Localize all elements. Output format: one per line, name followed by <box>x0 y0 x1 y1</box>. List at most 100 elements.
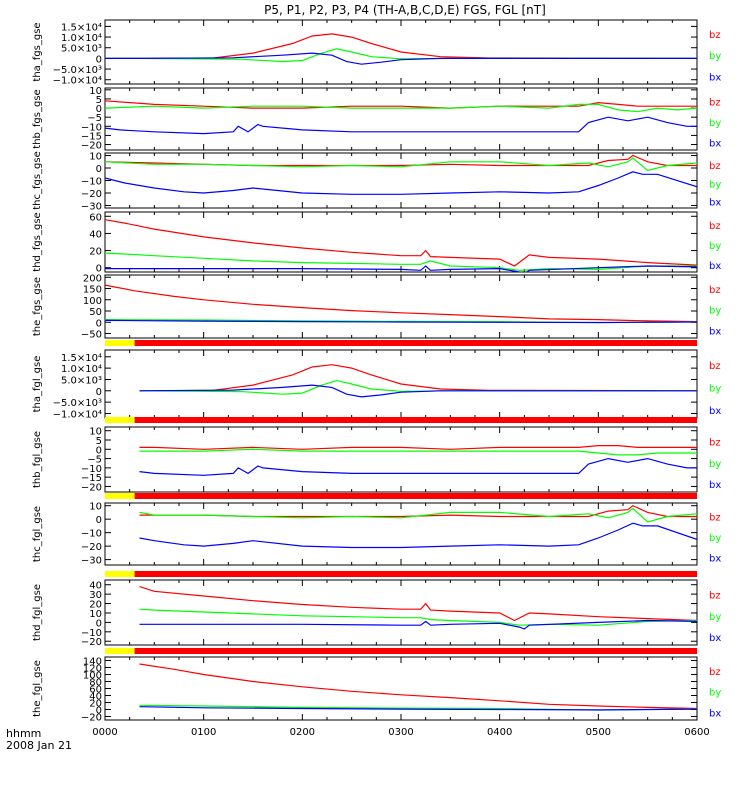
series-line-by <box>139 608 697 626</box>
y-tick-label: 10 <box>89 152 102 163</box>
y-tick-label: 40 <box>89 581 102 592</box>
y-tick-label: −20 <box>81 189 102 200</box>
y-tick-label: 50 <box>89 307 102 318</box>
series-line-bz <box>105 33 697 60</box>
y-tick-label: −20 <box>81 141 102 152</box>
legend-by: by <box>709 179 721 190</box>
series-line-bx <box>139 619 697 630</box>
y-tick-label: 10 <box>89 86 102 97</box>
y-tick-label: 40 <box>89 692 102 703</box>
y-tick-label: −50 <box>81 330 102 341</box>
legend-by: by <box>709 459 721 470</box>
legend-bx: bx <box>709 197 721 208</box>
y-tick-label: −15 <box>81 473 102 484</box>
x-tick-label: 0000 <box>92 727 117 738</box>
y-axis-label: the_fgs_gse <box>32 277 43 336</box>
legend-by: by <box>709 688 721 699</box>
y-tick-label: 20 <box>89 247 102 258</box>
y-axis-label: thb_fgs_gse <box>32 89 43 148</box>
legend-by: by <box>709 612 721 623</box>
y-tick-label: 1.0×10⁴ <box>61 364 102 375</box>
panel-frame <box>104 426 698 493</box>
panel-thc_fgs_gse: 100 −10−20 −30 thc_fgs_gse bz by bx <box>32 151 721 212</box>
y-tick-label: −5 <box>87 113 102 124</box>
series-line-bx <box>139 457 697 476</box>
series-line-bx <box>139 706 697 711</box>
x-tick-label: 0400 <box>487 727 512 738</box>
y-tick-label: 40 <box>89 229 102 240</box>
mode-bar-red <box>134 340 698 346</box>
legend-bz: bz <box>709 590 721 601</box>
y-tick-label: 0 <box>96 387 102 398</box>
y-tick-label: 0 <box>96 618 102 629</box>
legend-by: by <box>709 533 721 544</box>
y-tick-label: 1.0×10⁴ <box>61 33 102 44</box>
y-tick-label: −1.0×10⁴ <box>53 76 102 87</box>
y-tick-label: 0 <box>96 264 102 275</box>
y-tick-label: −10 <box>81 529 102 540</box>
series-line-bz <box>139 586 697 622</box>
legend-bx: bx <box>709 326 721 337</box>
series-line-bx <box>105 52 697 65</box>
legend-bz: bz <box>709 513 721 524</box>
y-tick-label: 5.0×10³ <box>61 44 102 55</box>
series-line-by <box>139 448 697 456</box>
y-tick-label: 0 <box>96 445 102 456</box>
y-tick-label: 10 <box>89 427 102 438</box>
y-tick-label: −5.0×10³ <box>53 398 102 409</box>
panel-frame <box>104 211 698 273</box>
legend-bx: bx <box>709 480 721 491</box>
x-tick-label: 0500 <box>586 727 611 738</box>
y-tick-label: 5 <box>96 95 102 106</box>
y-tick-label: −20 <box>81 637 102 648</box>
panel-frame <box>104 87 698 151</box>
panel-frame <box>104 152 698 209</box>
series-line-bz <box>139 445 697 450</box>
panel-frame <box>104 274 698 339</box>
x-tick-labels: 0000 0100 0200 0300 0400 0500 0600 <box>92 727 709 738</box>
series-line-by <box>139 507 697 523</box>
legend-bx: bx <box>709 633 721 644</box>
y-tick-label: −10 <box>81 464 102 475</box>
legend-bz: bz <box>709 221 721 232</box>
mode-bar-red <box>134 648 698 654</box>
x-tick-label: 0300 <box>388 727 413 738</box>
x-tick-label: 0200 <box>290 727 315 738</box>
legend-bz: bz <box>709 30 721 41</box>
y-tick-label: −30 <box>81 202 102 213</box>
legend-bx: bx <box>709 708 721 719</box>
mode-bar-red <box>134 417 698 423</box>
y-axis-label: thc_fgs_gse <box>32 151 43 210</box>
y-axis-label: thc_fgl_gse <box>32 506 43 562</box>
y-tick-label: 140 <box>83 657 102 668</box>
series-line-bz <box>139 663 697 710</box>
y-tick-label: 0 <box>96 104 102 115</box>
legend-bx: bx <box>709 406 721 417</box>
y-tick-label: 5.0×10³ <box>61 375 102 386</box>
x-tick-label: 0100 <box>191 727 216 738</box>
series-line-by <box>105 157 697 172</box>
series-line-by <box>105 103 697 113</box>
y-axis-label: thd_fgs_gse <box>32 212 43 271</box>
mode-bar-yellow <box>105 493 135 499</box>
y-tick-label: 100 <box>83 296 102 307</box>
legend-bz: bz <box>709 98 721 109</box>
y-tick-label: 60 <box>89 685 102 696</box>
mode-bar-yellow <box>105 571 135 577</box>
y-tick-label: −30 <box>81 556 102 567</box>
y-tick-label: −20 <box>81 713 102 724</box>
legend-bz: bz <box>709 437 721 448</box>
y-tick-label: −10 <box>81 122 102 133</box>
series-line-bx <box>105 265 697 272</box>
x-caption-date: 2008 Jan 21 <box>6 739 72 752</box>
panel-frame <box>104 579 698 646</box>
y-tick-label: 30 <box>89 590 102 601</box>
y-tick-label: 20 <box>89 600 102 611</box>
series-line-bx <box>105 171 697 195</box>
y-tick-label: 80 <box>89 678 102 689</box>
y-tick-label: −1.0×10⁴ <box>53 409 102 420</box>
